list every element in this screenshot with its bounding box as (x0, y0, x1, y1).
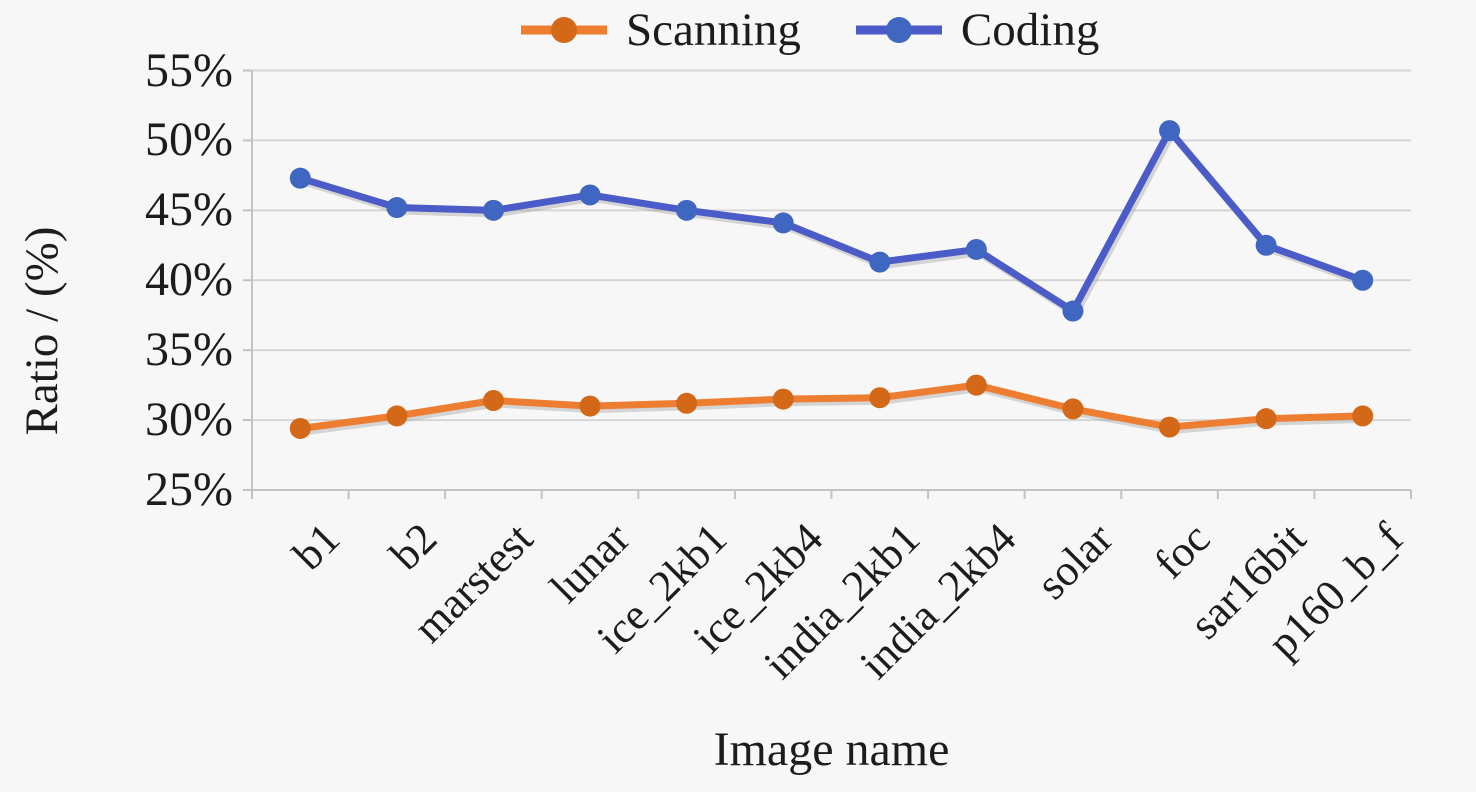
scanning-series-shadow (299, 385, 1369, 436)
y-tick-label: 50% (145, 113, 233, 167)
scanning-data-point (676, 392, 698, 414)
y-tick-label: 35% (145, 323, 233, 377)
coding-data-point (482, 199, 504, 221)
y-tick-label: 55% (145, 43, 233, 97)
coding-data-point (772, 212, 794, 234)
coding-data-point (869, 251, 891, 273)
y-tick-label: 45% (145, 183, 233, 237)
coding-series-line (296, 127, 1367, 315)
scanning-data-point (1159, 416, 1181, 438)
coding-line-marker-icon (855, 17, 942, 43)
coding-data-point (289, 167, 311, 189)
coding-data-point (1159, 120, 1181, 142)
scanning-data-point (579, 395, 601, 417)
coding-data-point (965, 238, 987, 260)
legend-label-coding: Coding (960, 4, 1100, 56)
y-tick-label: 25% (145, 463, 233, 516)
y-tick-label: 40% (145, 253, 233, 307)
coding-data-point (676, 199, 698, 221)
coding-series-shadow (299, 130, 1369, 319)
y-tick-label: 30% (145, 393, 233, 447)
coding-data-point (386, 197, 408, 219)
scanning-data-point (482, 390, 504, 412)
scanning-data-point (1062, 398, 1084, 420)
coding-data-point (1352, 269, 1374, 291)
scanning-line-marker-icon (521, 17, 607, 43)
coding-data-point (579, 184, 601, 206)
legend-item-scanning: Scanning (518, 4, 801, 56)
scanning-data-point (1255, 408, 1277, 430)
scanning-data-point (289, 417, 311, 439)
scanning-data-point (869, 387, 891, 409)
scanning-data-point (965, 374, 987, 396)
legend: Scanning Coding (518, 4, 1099, 56)
legend-item-coding: Coding (853, 4, 1099, 56)
scanning-legend-dot (551, 17, 577, 43)
x-axis-title: Image name (713, 723, 950, 776)
coding-legend-dot (885, 17, 912, 43)
coding-data-point (1255, 234, 1277, 256)
legend-label-scanning: Scanning (626, 4, 801, 56)
scanning-data-point (386, 405, 408, 427)
scanning-series-line (296, 381, 1367, 432)
scanning-data-point (772, 388, 794, 410)
scanning-data-point (1352, 405, 1374, 427)
coding-data-point (1062, 300, 1084, 322)
